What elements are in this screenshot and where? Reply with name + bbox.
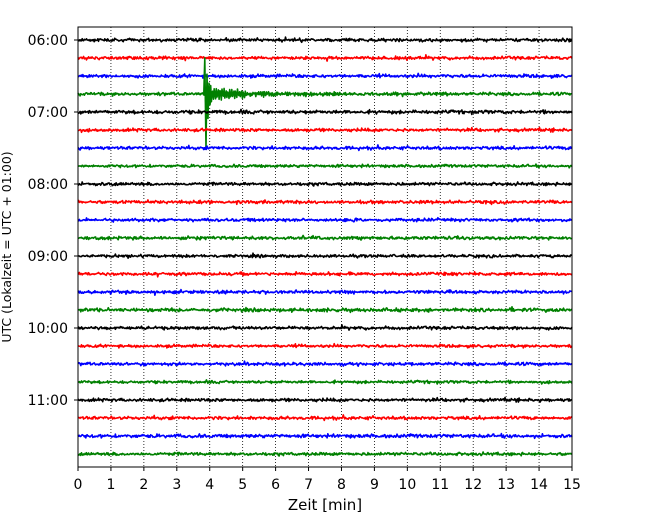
plot-frame [77, 26, 573, 468]
trace-row-10:00 [77, 324, 573, 331]
x-tick-label-2: 2 [139, 477, 148, 493]
y-tick-label-08:00: 08:00 [28, 177, 68, 193]
x-tick-label-11: 11 [431, 477, 449, 493]
trace-row-08:30 [77, 216, 573, 223]
trace-row-07:45 [77, 163, 573, 169]
trace-row-08:15 [77, 199, 573, 206]
trace-row-09:15 [77, 271, 573, 278]
x-axis-label: Zeit [min] [288, 496, 362, 514]
x-tick-label-0: 0 [74, 477, 83, 493]
trace-row-09:45 [77, 306, 573, 314]
trace-row-08:00 [77, 181, 573, 187]
trace-row-06:00 [77, 36, 573, 44]
trace-row-11:30 [77, 432, 573, 440]
trace-row-06:15 [77, 54, 573, 62]
x-tick-label-15: 15 [563, 477, 581, 493]
trace-row-07:15 [77, 126, 573, 134]
trace-row-06:45 [77, 84, 573, 103]
x-tick-label-10: 10 [398, 477, 416, 493]
trace-row-10:30 [77, 360, 573, 367]
vertical-grid [110, 27, 540, 467]
x-tick-label-4: 4 [205, 477, 214, 493]
y-tick-label-10:00: 10:00 [28, 321, 68, 337]
x-tick-label-6: 6 [271, 477, 280, 493]
trace-row-09:00 [77, 252, 573, 259]
y-tick-label-11:00: 11:00 [28, 393, 68, 409]
y-axis-label: UTC (Lokalzeit = UTC + 01:00) [0, 151, 14, 342]
x-tick-label-8: 8 [337, 477, 346, 493]
x-tick-label-9: 9 [370, 477, 379, 493]
y-tick-label-09:00: 09:00 [28, 249, 68, 265]
x-tick-label-13: 13 [497, 477, 515, 493]
trace-row-07:00 [77, 108, 573, 116]
trace-row-09:30 [77, 288, 573, 296]
y-tick-label-07:00: 07:00 [28, 105, 68, 121]
trace-row-07:30 [77, 144, 573, 152]
y-axis-ticks: 06:00 07:00 08:00 09:00 10:00 11:00 [28, 33, 78, 409]
trace-row-08:45 [77, 234, 573, 241]
x-tick-label-5: 5 [238, 477, 247, 493]
x-tick-label-1: 1 [106, 477, 115, 493]
y-tick-label-06:00: 06:00 [28, 33, 68, 49]
seismogram-traces [77, 36, 573, 457]
x-tick-label-12: 12 [464, 477, 482, 493]
trace-row-10:15 [77, 342, 573, 349]
event-spike [202, 57, 213, 149]
trace-row-10:45 [77, 379, 573, 385]
trace-row-11:00 [77, 396, 573, 403]
trace-row-06:30 [77, 72, 573, 79]
trace-row-11:15 [77, 414, 573, 422]
x-axis-ticks: 0 1 2 3 4 5 6 7 8 9 10 11 12 13 14 15 [74, 467, 581, 493]
x-tick-label-7: 7 [304, 477, 313, 493]
x-tick-label-3: 3 [172, 477, 181, 493]
x-tick-label-14: 14 [530, 477, 548, 493]
trace-row-11:45 [77, 451, 573, 457]
